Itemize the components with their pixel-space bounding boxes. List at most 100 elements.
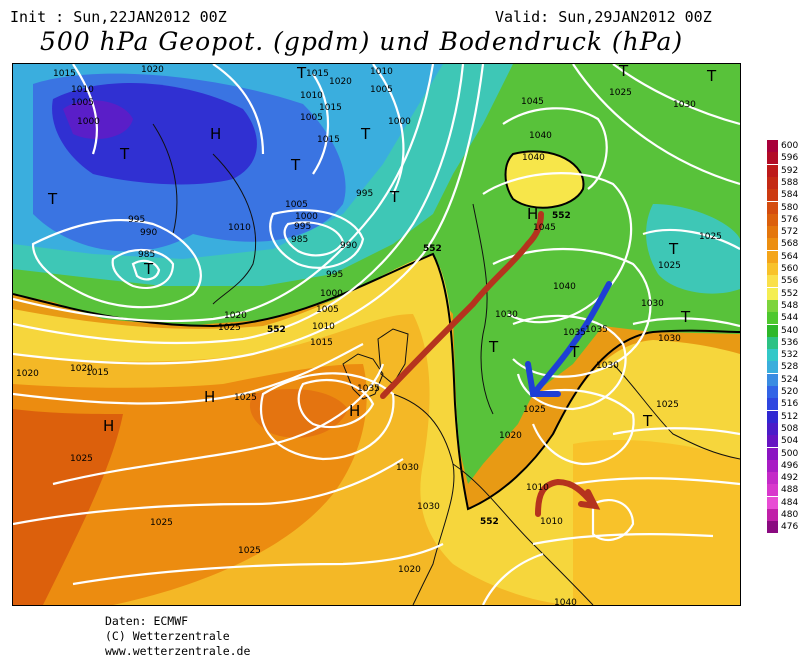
isobar-label: 1015 xyxy=(310,338,333,348)
low-pressure-symbol: T xyxy=(569,343,580,361)
legend-value: 500 xyxy=(781,448,799,459)
cold-advection-arrow xyxy=(532,281,612,395)
right-cyan-zone xyxy=(646,204,740,294)
legend-swatch xyxy=(767,398,778,411)
isobar-label: 1025 xyxy=(523,405,546,415)
legend-value: 588 xyxy=(781,177,799,188)
legend-value: 548 xyxy=(781,300,799,311)
legend-swatch xyxy=(767,299,778,312)
isobar-label: 1010 xyxy=(71,85,94,95)
isobar-label: 990 xyxy=(140,228,157,238)
isobars xyxy=(13,64,740,605)
isobar-label: 1020 xyxy=(16,369,39,379)
legend-item: 500 xyxy=(764,447,808,460)
legend-swatch xyxy=(767,201,778,214)
isobar-label: 1040 xyxy=(522,153,545,163)
isobar-label: 1030 xyxy=(396,463,419,473)
low-pressure-symbol: T xyxy=(143,260,154,278)
isobar-label: 1025 xyxy=(70,454,93,464)
low-pressure-symbol: T xyxy=(618,64,629,80)
legend-value: 600 xyxy=(781,141,799,151)
isobar-label: 1030 xyxy=(417,502,440,512)
legend-item: 544 xyxy=(764,312,808,325)
isobar-label: 1010 xyxy=(540,517,563,527)
legend-value: 480 xyxy=(781,510,799,520)
isobar-label: 1045 xyxy=(533,223,556,233)
legend-item: 592 xyxy=(764,164,808,177)
legend-value: 488 xyxy=(781,485,799,496)
isobar-label: 1015 xyxy=(317,135,340,145)
legend-value: 552 xyxy=(781,288,799,299)
legend-item: 528 xyxy=(764,361,808,374)
low-pressure-symbol: T xyxy=(680,308,691,326)
legend-value: 544 xyxy=(781,313,799,324)
legend-swatch xyxy=(767,312,778,325)
legend-value: 496 xyxy=(781,460,799,471)
legend-swatch xyxy=(767,472,778,485)
isobar-label: 1015 xyxy=(306,69,329,79)
legend-item: 524 xyxy=(764,373,808,386)
isobar-label: 1015 xyxy=(53,69,76,79)
isobar-label: 1025 xyxy=(150,518,173,528)
legend-value: 476 xyxy=(781,522,799,533)
legend-value: 584 xyxy=(781,190,799,201)
legend-swatch xyxy=(767,496,778,509)
isobar-label: 1015 xyxy=(319,103,342,113)
legend-value: 508 xyxy=(781,423,799,434)
legend-item: 576 xyxy=(764,213,808,226)
legend-value: 492 xyxy=(781,473,799,484)
isobar-label: 990 xyxy=(340,241,357,251)
isobar-label: 1010 xyxy=(300,91,323,101)
legend-swatch xyxy=(767,189,778,202)
legend-value: 576 xyxy=(781,214,799,225)
legend-item: 568 xyxy=(764,238,808,251)
isobar-label: 995 xyxy=(326,270,343,280)
isobar-label: 995 xyxy=(294,222,311,232)
legend-swatch xyxy=(767,361,778,374)
legend-swatch xyxy=(767,140,778,152)
high-pressure-symbol: H xyxy=(204,388,215,406)
legend-swatch xyxy=(767,422,778,435)
geopotential-label: 552 xyxy=(423,244,442,254)
legend-swatch xyxy=(767,509,778,521)
legend-item: 516 xyxy=(764,398,808,411)
legend-swatch xyxy=(767,386,778,398)
isobar-label: 985 xyxy=(291,235,308,245)
legend-swatch xyxy=(767,250,778,263)
legend-swatch xyxy=(767,336,778,349)
legend-value: 504 xyxy=(781,436,799,447)
legend-value: 572 xyxy=(781,227,799,238)
legend-item: 488 xyxy=(764,484,808,497)
legend-value: 528 xyxy=(781,362,799,373)
legend-value: 568 xyxy=(781,239,799,250)
isobar-label: 1020 xyxy=(224,311,247,321)
legend-value: 560 xyxy=(781,264,799,274)
legend-item: 556 xyxy=(764,275,808,288)
legend-swatch xyxy=(767,176,778,189)
legend-item: 580 xyxy=(764,201,808,214)
geopotential-552-dome xyxy=(504,150,585,209)
legend-swatch xyxy=(767,152,778,165)
pressure-centers: H H H H H T T T T T T T T T T T T T T xyxy=(47,64,717,435)
isobar-label: 1010 xyxy=(228,223,251,233)
legend-swatch xyxy=(767,164,778,177)
high-pressure-symbol: H xyxy=(210,125,221,143)
legend-swatch xyxy=(767,373,778,386)
legend-value: 512 xyxy=(781,411,799,422)
low-pressure-symbol: T xyxy=(488,338,499,356)
isobar-label: 1020 xyxy=(329,77,352,87)
isobar-label: 1040 xyxy=(529,131,552,141)
legend-swatch xyxy=(767,324,778,337)
low-pressure-symbol: T xyxy=(668,240,679,258)
legend-item: 552 xyxy=(764,287,808,300)
map-canvas: 1015 1020 1010 1005 1000 995 990 985 101… xyxy=(13,64,740,605)
init-time-label: Init : Sun,22JAN2012 00Z xyxy=(10,8,227,26)
low-pressure-symbol: T xyxy=(119,145,130,163)
high-pressure-symbol: H xyxy=(349,402,360,420)
isobar-label: 1005 xyxy=(370,85,393,95)
legend-swatch xyxy=(767,287,778,300)
dark-orange-zone xyxy=(13,409,123,605)
cold-advection-arrowhead xyxy=(525,361,561,397)
isobar-label: 1000 xyxy=(320,289,343,299)
isobar-label: 1005 xyxy=(300,113,323,123)
